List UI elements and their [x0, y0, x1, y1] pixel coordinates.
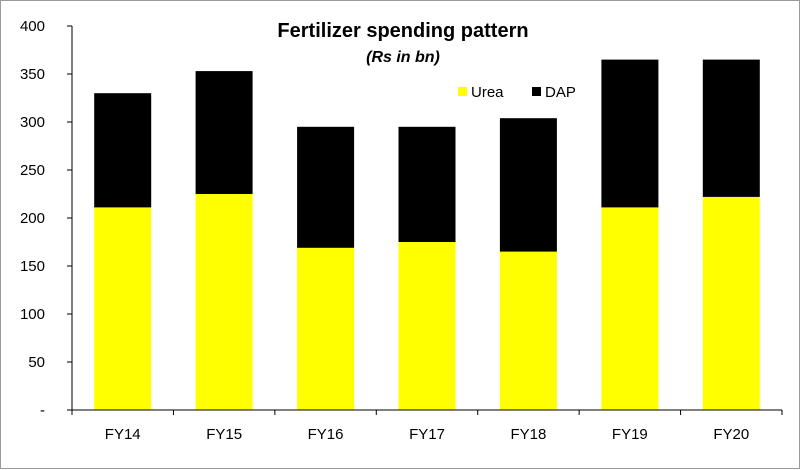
bar-dap-fy20 — [702, 59, 760, 197]
x-tick-label: FY19 — [612, 426, 648, 443]
y-tick-label: 400 — [20, 18, 45, 35]
legend-label-urea: Urea — [471, 84, 504, 101]
y-tick-label: 100 — [20, 306, 45, 323]
bar-urea-fy16 — [297, 247, 355, 410]
y-tick-label: 250 — [20, 162, 45, 179]
legend: Urea DAP — [458, 84, 576, 101]
y-tick-label: - — [40, 402, 45, 419]
bar-urea-fy19 — [601, 207, 659, 410]
bar-urea-fy20 — [702, 196, 760, 410]
bar-dap-fy16 — [297, 126, 355, 248]
x-tick-label: FY18 — [510, 426, 546, 443]
x-ticks-group: FY14 FY15 FY16 FY17 FY18 FY19 FY20 — [71, 410, 783, 443]
x-tick-label: FY16 — [308, 426, 344, 443]
y-tick-label: 350 — [20, 66, 45, 83]
y-tick-label: 150 — [20, 258, 45, 275]
bar-urea-fy14 — [94, 207, 152, 410]
bar-urea-fy15 — [195, 194, 253, 410]
bar-urea-fy18 — [499, 251, 557, 410]
y-tick-label: 200 — [20, 210, 45, 227]
chart-subtitle: (Rs in bn) — [366, 49, 440, 66]
x-tick-label: FY17 — [409, 426, 445, 443]
bar-dap-fy14 — [94, 93, 152, 208]
y-tick-label: 300 — [20, 114, 45, 131]
x-tick-label: FY20 — [713, 426, 749, 443]
legend-swatch-dap — [532, 87, 541, 96]
x-tick-label: FY14 — [105, 426, 141, 443]
bar-dap-fy17 — [398, 126, 456, 242]
chart-title: Fertilizer spending pattern — [277, 20, 528, 42]
bars-group — [94, 59, 760, 410]
x-tick-label: FY15 — [206, 426, 242, 443]
bar-dap-fy18 — [499, 118, 557, 252]
bar-dap-fy15 — [195, 71, 253, 194]
bar-urea-fy17 — [398, 242, 456, 410]
bar-dap-fy19 — [601, 59, 659, 208]
y-tick-label: 50 — [28, 354, 45, 371]
y-ticks-group: - 50 100 150 200 250 300 350 400 — [20, 18, 72, 419]
legend-label-dap: DAP — [545, 84, 576, 101]
legend-swatch-urea — [458, 87, 467, 96]
